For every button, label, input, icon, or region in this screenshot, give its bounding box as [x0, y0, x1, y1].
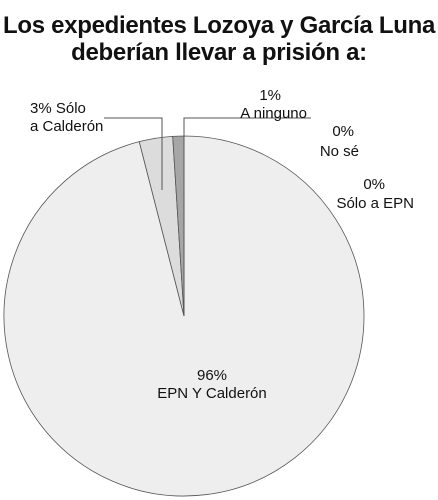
data-label-a-ninguno-name: A ninguno: [240, 105, 307, 122]
chart-title-line-1: Los expedientes Lozoya y García Luna: [2, 12, 435, 39]
data-label-solo-calderon-value: 3%: [30, 100, 52, 117]
leader-line-a-ninguno: [183, 117, 311, 190]
data-label-solo-calderon-line-2: a Calderón: [30, 118, 103, 135]
pie-slices: [3, 135, 365, 497]
chart-title: Los expedientes Lozoya y García Luna deb…: [0, 12, 438, 66]
data-label-no-se-name: No sé: [320, 143, 359, 160]
data-label-epn-y-calderon-value: 96%: [197, 367, 227, 384]
leader-lines: [104, 117, 311, 190]
leader-line-solo-calderon: [104, 117, 163, 190]
data-label-solo-epn-name: Sólo a EPN: [336, 195, 414, 212]
data-label-solo-calderon-line-1: 3% Sólo: [30, 100, 86, 117]
chart-title-line-2: deberían llevar a prisión a:: [71, 39, 367, 66]
data-label-solo-epn-value: 0%: [363, 176, 385, 193]
data-label-epn-y-calderon-name: EPN Y Calderón: [157, 385, 267, 402]
data-label-a-ninguno-value: 1%: [259, 87, 281, 104]
data-label-no-se-value: 0%: [332, 123, 354, 140]
data-label-solo-calderon-name-a: Sólo: [56, 100, 86, 117]
